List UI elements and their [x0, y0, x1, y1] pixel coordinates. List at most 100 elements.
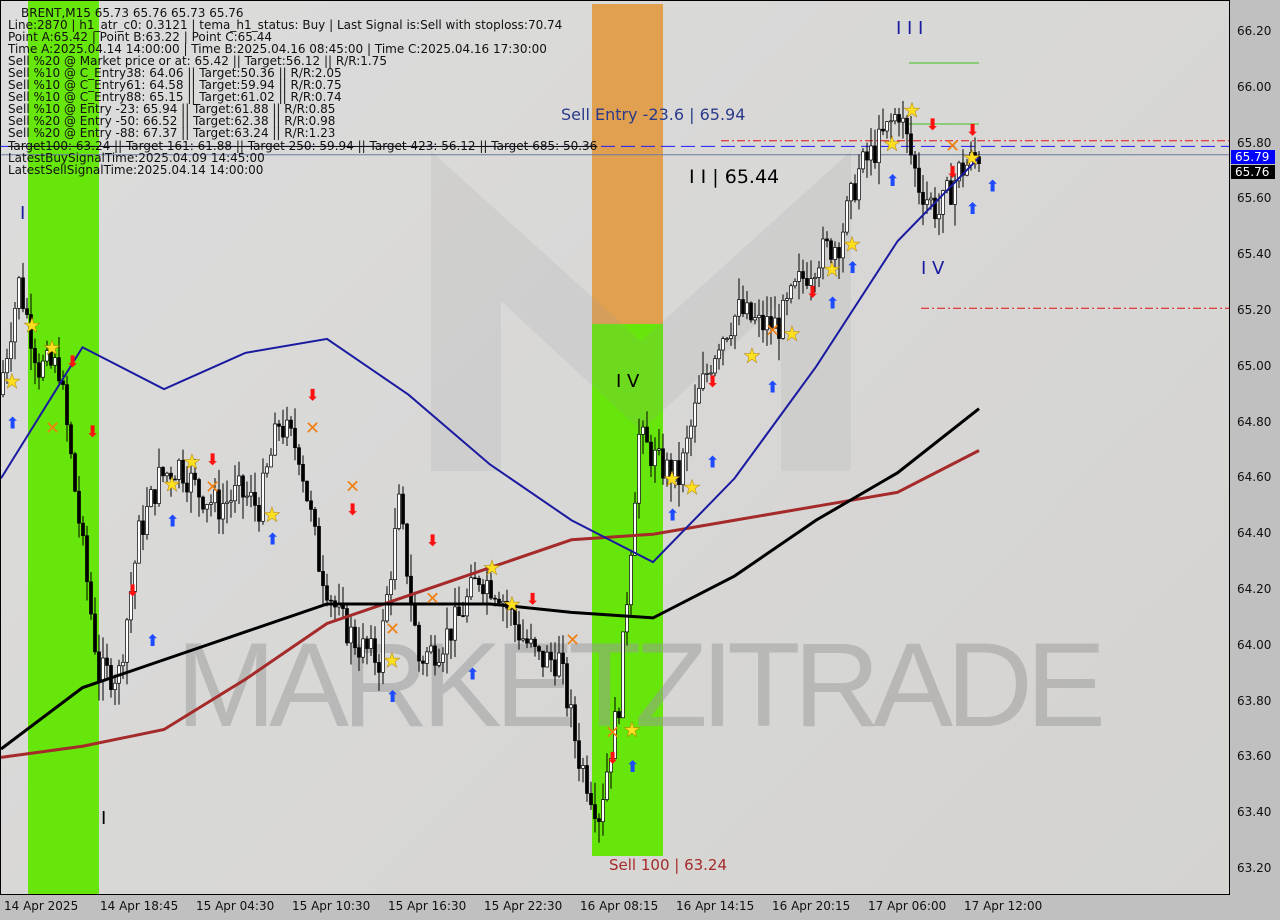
star-icon: ★	[823, 257, 841, 281]
candle	[629, 554, 633, 606]
candle	[45, 350, 49, 362]
info-line: Sell %20 @ Entry -88: 67.37 || Target:63…	[8, 126, 336, 140]
arrow-up-icon: ⬆	[846, 258, 859, 277]
info-line: Sell %20 @ Entry -50: 66.52 || Target:62…	[8, 114, 336, 128]
candle	[769, 316, 773, 329]
candle	[749, 302, 753, 321]
candle	[209, 502, 213, 505]
candle	[573, 704, 577, 742]
candle	[941, 190, 945, 215]
cross-icon: ✕	[945, 136, 960, 157]
candle	[777, 317, 781, 339]
candle	[317, 526, 321, 572]
arrow-down-icon: ⬇	[306, 386, 319, 405]
star-icon: ★	[883, 132, 901, 156]
candle	[841, 231, 845, 259]
candle	[205, 504, 209, 510]
candle	[813, 277, 817, 279]
arrow-down-icon: ⬇	[126, 581, 139, 600]
symbol-ohlc: BRENT,M15 65.73 65.76 65.73 65.76	[21, 6, 244, 20]
candle	[93, 613, 97, 653]
arrow-up-icon: ⬆	[166, 511, 179, 530]
price-tick-label: 66.20	[1237, 24, 1272, 38]
time-tick-label: 14 Apr 2025	[4, 899, 79, 913]
candle	[905, 117, 909, 135]
arrow-down-icon: ⬇	[966, 121, 979, 140]
cross-icon: ✕	[345, 477, 360, 498]
candle	[957, 162, 961, 182]
time-tick-label: 16 Apr 14:15	[676, 899, 755, 913]
candle	[597, 818, 601, 822]
ma-navy-line	[1, 156, 980, 564]
info-line: Sell %10 @ C_Entry61: 64.58 || Target:59…	[8, 78, 342, 92]
cross-icon: ✕	[45, 418, 60, 439]
arrow-down-icon: ⬇	[66, 352, 79, 371]
candle	[389, 579, 393, 596]
time-tick-label: 17 Apr 06:00	[868, 899, 947, 913]
candle	[381, 620, 385, 673]
candle	[477, 577, 481, 585]
candle	[857, 168, 861, 201]
bull-zone-2	[592, 324, 663, 856]
candle	[257, 505, 261, 522]
candle	[261, 472, 265, 522]
candle	[9, 341, 13, 359]
candle	[409, 575, 413, 604]
candle	[973, 152, 977, 158]
candle	[845, 200, 849, 233]
candle	[745, 302, 749, 315]
candle	[393, 528, 397, 581]
candle	[309, 500, 313, 510]
price-chart[interactable]: MARKETZITRADE ★ ★ ★ ★ ★ ★ ★ ★ ★ ★ ★ ★ ★ ★ ★ ★ ★ ★ ★ ⬆ ⬆ ⬆ ⬆ ⬆ ⬆ ⬆ ⬆…	[0, 0, 1230, 895]
candle	[605, 771, 609, 800]
candle	[421, 660, 425, 664]
bid-price-tag: 65.79	[1231, 150, 1275, 164]
wave-i-label-bottom: I	[101, 808, 107, 829]
candle	[661, 448, 665, 479]
candle	[137, 520, 141, 564]
candle	[729, 335, 733, 339]
candle	[213, 489, 217, 504]
cross-icon: ✕	[565, 630, 580, 651]
latest-sell-signal: LatestSellSignalTime:2025.04.14 14:00:00	[8, 163, 264, 177]
candle	[293, 427, 297, 449]
candle	[585, 765, 589, 794]
candle	[13, 308, 17, 343]
candle	[149, 489, 153, 507]
candle	[37, 362, 41, 378]
arrow-down-icon: ⬇	[706, 372, 719, 391]
candle	[673, 460, 677, 482]
star-icon: ★	[783, 321, 801, 345]
candle	[53, 357, 57, 366]
targets-line: Target100: 63.24 || Target 161: 61.88 ||…	[8, 139, 598, 153]
candle	[41, 360, 45, 378]
candle	[281, 425, 285, 438]
candle	[369, 638, 373, 649]
candle	[405, 523, 409, 577]
star-icon: ★	[163, 472, 181, 496]
candle	[925, 199, 929, 205]
candle	[329, 599, 333, 602]
candle	[853, 183, 857, 201]
candle	[865, 151, 869, 161]
candle	[377, 662, 381, 673]
point-c-label: I I | 65.44	[689, 166, 780, 188]
candle	[869, 145, 873, 161]
candle	[229, 500, 233, 503]
arrow-up-icon: ⬆	[146, 631, 159, 650]
candle	[425, 651, 429, 664]
info-line: Sell %20 @ Market price or at: 65.42 || …	[8, 54, 387, 68]
arrow-up-icon: ⬆	[766, 377, 779, 396]
candle	[833, 247, 837, 260]
candle	[501, 600, 505, 604]
arrow-up-icon: ⬆	[826, 294, 839, 313]
candle	[713, 358, 717, 374]
arrow-up-icon: ⬆	[886, 171, 899, 190]
candle	[489, 580, 493, 599]
star-icon: ★	[503, 592, 521, 616]
candle	[481, 584, 485, 595]
arrow-up-icon: ⬆	[6, 414, 19, 433]
sell-entry-label: Sell Entry -23.6 | 65.94	[561, 105, 746, 124]
candle	[897, 114, 901, 123]
star-icon: ★	[963, 146, 981, 170]
